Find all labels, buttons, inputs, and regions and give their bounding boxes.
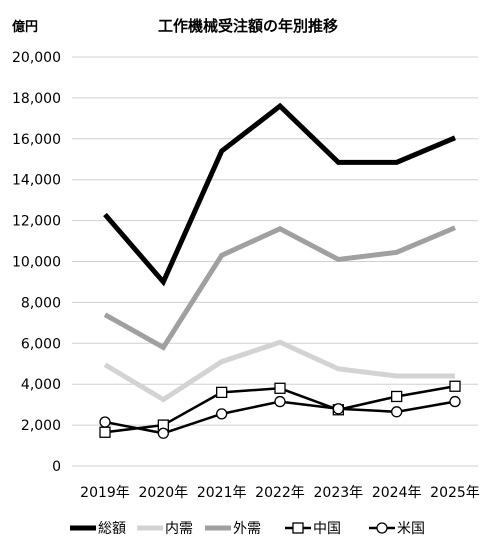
- x-tick-label: 2025年: [430, 485, 480, 501]
- x-tick-label: 2019年: [80, 485, 130, 501]
- legend-label: 外需: [233, 521, 261, 537]
- x-axis-ticks: 2019年 2020年 2021年 2022年 2023年 2024年 2025年: [80, 485, 480, 501]
- y-tick-label: 18,000: [12, 91, 61, 107]
- x-tick-label: 2023年: [314, 485, 364, 501]
- legend: 総額 内需 外需 中国 米国: [70, 521, 425, 537]
- legend-label: 内需: [165, 521, 193, 537]
- gridlines: [72, 56, 478, 467]
- y-tick-label: 16,000: [12, 132, 61, 148]
- data-point-square: [99, 426, 111, 438]
- y-tick-label: 12,000: [12, 214, 61, 230]
- y-tick-label: 8,000: [21, 295, 61, 311]
- y-tick-label: 10,000: [12, 255, 61, 271]
- legend-marker-circle: [376, 522, 388, 534]
- data-point-circle: [157, 427, 169, 439]
- data-point-square: [216, 386, 228, 399]
- y-tick-label: 2,000: [21, 418, 61, 434]
- legend-label: 中国: [313, 521, 341, 537]
- y-axis-unit-label: 億円: [12, 19, 38, 35]
- series-line: [103, 102, 456, 287]
- y-tick-label: 4,000: [21, 377, 61, 393]
- data-point-square: [391, 390, 403, 403]
- data-point-square: [274, 382, 286, 394]
- data-point-circle: [332, 403, 344, 415]
- data-point-circle: [391, 406, 403, 418]
- x-tick-label: 2021年: [197, 485, 247, 501]
- data-point-circle: [449, 395, 461, 408]
- y-tick-label: 0: [52, 459, 61, 475]
- x-tick-label: 2022年: [255, 485, 305, 501]
- legend-marker-square: [292, 522, 304, 534]
- series-line: [103, 225, 456, 351]
- series-line: [103, 339, 455, 403]
- y-tick-label: 6,000: [21, 336, 61, 352]
- y-axis-ticks: 0 2,000 4,000 6,000 8,000 10,000 12,000 14,000 1…: [12, 50, 61, 475]
- y-tick-label: 14,000: [12, 173, 61, 189]
- data-point-circle: [99, 416, 111, 428]
- data-point-square: [449, 380, 461, 392]
- y-tick-label: 20,000: [12, 50, 61, 66]
- chart-title: 工作機械受注額の年別推移: [158, 17, 338, 35]
- data-point-circle: [274, 395, 286, 408]
- data-point-circle: [216, 408, 228, 420]
- x-tick-label: 2024年: [372, 485, 422, 501]
- x-tick-label: 2020年: [139, 485, 189, 501]
- series-lines: [99, 102, 461, 439]
- legend-label: 米国: [397, 521, 425, 537]
- legend-label: 総額: [98, 521, 126, 537]
